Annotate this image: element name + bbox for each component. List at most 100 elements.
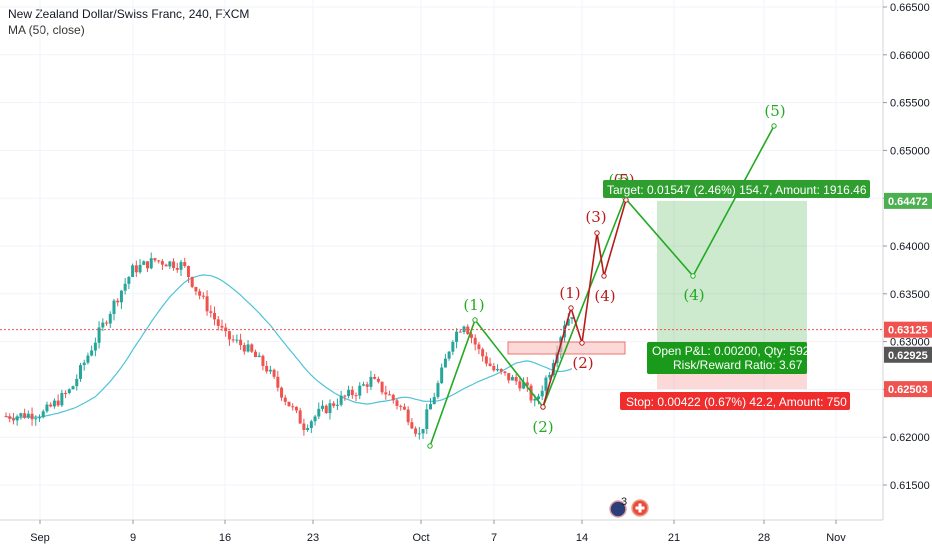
candle-body (105, 322, 109, 324)
profit-zone[interactable] (657, 200, 807, 342)
candle-body (283, 397, 287, 402)
candle-body (477, 344, 481, 350)
y-tick-label: 0.63500 (890, 289, 930, 301)
x-axis: Sep 9 16 23 Oct 7 14 21 28 Nov (30, 520, 846, 544)
candle-body (127, 276, 131, 284)
candle-body (123, 283, 127, 291)
candle-body (287, 401, 291, 407)
candle-body (525, 382, 529, 386)
y-tick-label: 0.64000 (890, 241, 930, 253)
candle-body (335, 404, 339, 406)
candle-body (429, 404, 432, 410)
candle-body (343, 395, 347, 397)
price-tag-current (884, 321, 932, 338)
candle-body (309, 421, 313, 429)
moving-average-line (5, 274, 573, 420)
candle-body (119, 290, 123, 303)
candle-body (41, 411, 45, 418)
candle-body (86, 355, 90, 363)
y-axis: 0.665000.660000.655000.650000.645000.640… (883, 2, 930, 492)
candle-body (533, 399, 537, 401)
candle-body (451, 341, 455, 352)
indicator-label[interactable]: MA (50, close) (8, 23, 85, 37)
candle-body (488, 363, 492, 366)
symbol-title[interactable]: New Zealand Dollar/Swiss Franc, 240, FXC… (8, 7, 250, 21)
candle-body (402, 406, 406, 410)
candle-body (306, 428, 310, 431)
pnl-text: Open P&L: 0.00200, Qty: 59241 (652, 344, 823, 358)
candle-body (101, 322, 105, 328)
candle-body (190, 276, 194, 287)
candle-body (34, 418, 38, 420)
candle-body (339, 395, 343, 405)
green-wave-line (429, 125, 775, 447)
candle-body (183, 262, 187, 267)
x-tick-label: 16 (219, 532, 231, 544)
candle-body (507, 373, 511, 381)
wave-point (540, 404, 546, 410)
wave-point (472, 317, 478, 323)
x-tick-label: Sep (30, 532, 50, 544)
candle-body (231, 339, 235, 341)
candle-body (298, 410, 302, 424)
y-tick-label: 0.65000 (890, 145, 930, 157)
stop-box[interactable]: Stop: 0.00422 (0.67%) 42.2, Amount: 750 (620, 392, 850, 410)
candle-body (376, 378, 380, 382)
x-tick-label: 28 (758, 532, 770, 544)
chart-legend: New Zealand Dollar/Swiss Franc, 240, FXC… (8, 6, 249, 38)
grid (0, 0, 883, 520)
candle-body (82, 362, 86, 366)
event-icons[interactable]: 3 (609, 496, 649, 518)
candle-body (60, 392, 64, 406)
candle-body (536, 396, 540, 400)
red-wave-label: (3) (585, 208, 606, 226)
red-wave-label: (1) (559, 284, 580, 302)
candle-body (410, 422, 414, 429)
candle-body (291, 406, 295, 408)
wave-point (623, 197, 629, 203)
candle-body (373, 376, 377, 379)
pnl-box[interactable]: Open P&L: 0.00200, Qty: 59241 Risk/Rewar… (647, 342, 823, 374)
candle-body (198, 291, 202, 296)
candle-body (347, 389, 351, 397)
candle-body (201, 295, 205, 297)
candle-body (64, 392, 68, 394)
candle-body (566, 318, 570, 326)
candle-body (540, 390, 544, 397)
candle-body (458, 331, 462, 333)
wave-point (579, 340, 585, 346)
red-wave-line (542, 199, 627, 408)
price-tag-label-current: 0.63125 (888, 325, 928, 337)
candle-body (294, 406, 298, 411)
wave-point (690, 273, 696, 279)
candle-body (112, 300, 116, 314)
candle-body (186, 266, 190, 277)
candle-body (250, 344, 254, 352)
x-tick-label: 9 (130, 532, 136, 544)
target-text: Target: 0.01547 (2.46%) 154.7, Amount: 1… (607, 183, 867, 197)
candle-body (52, 400, 56, 407)
y-tick-label: 0.66000 (890, 50, 930, 62)
candle-body (280, 387, 284, 398)
candle-body (138, 264, 142, 273)
nz-flag-icon[interactable] (610, 501, 626, 517)
candle-body (220, 325, 224, 328)
candle-body (272, 369, 276, 377)
candle-body (30, 413, 34, 420)
x-tick-label: 7 (491, 532, 497, 544)
candle-body (481, 349, 485, 357)
candle-body (406, 409, 410, 423)
target-box[interactable]: Target: 0.01547 (2.46%) 154.7, Amount: 1… (603, 180, 870, 198)
candle-body (443, 358, 447, 368)
event-badge: 3 (621, 496, 627, 508)
candle-body (157, 260, 161, 262)
price-tags: 0.64472 0.63125 0.62925 0.62503 (884, 192, 932, 398)
candle-body (417, 433, 421, 435)
candle-body (134, 265, 138, 273)
candle-body (246, 344, 250, 352)
candle-body (93, 342, 97, 351)
candle-body (235, 339, 239, 341)
candle-body (350, 389, 354, 396)
green-wave-label: (2) (532, 418, 553, 436)
